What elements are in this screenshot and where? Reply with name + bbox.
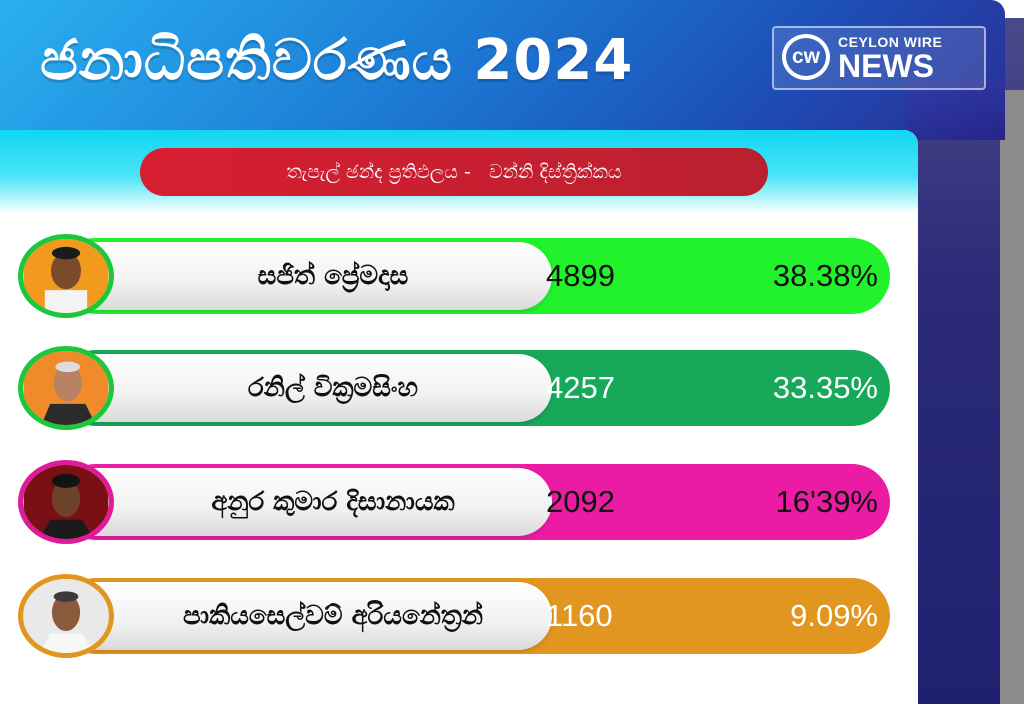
candidate-row: සජිත් ප්‍රේමදාස 4899 38.38% <box>18 234 890 318</box>
candidate-photo-avatar <box>18 234 114 318</box>
vote-count: 2092 <box>546 484 615 519</box>
ceylon-wire-logo: cw CEYLON WIRE NEWS <box>772 26 986 90</box>
candidate-row: අනුර කුමාර දිසානායක 2092 16'39% <box>18 460 890 544</box>
name-pill <box>58 354 552 422</box>
candidate-name: පාකියසෙල්වම් අරියනේත්‍රන් <box>182 601 484 631</box>
candidate-name: සජිත් ප්‍රේමදාස <box>257 261 409 291</box>
vote-percentage: 38.38% <box>772 258 878 293</box>
vote-percentage: 9.09% <box>790 598 878 633</box>
candidate-name: රනිල් වික්‍රමසිංහ <box>248 373 418 403</box>
side-shadow-decoration <box>1000 90 1024 704</box>
subtitle-text: තැපැල් ඡන්ද ප්‍රතිඵලය - වන්නි දිස්ත්‍රික… <box>286 161 622 183</box>
vote-count: 4899 <box>546 258 615 293</box>
header-stripe-decoration <box>905 80 1005 140</box>
name-pill <box>58 242 552 310</box>
name-pill <box>58 468 552 536</box>
candidate-row: පාකියසෙල්වම් අරියනේත්‍රන් 1160 9.09% <box>18 574 890 658</box>
vote-count: 4257 <box>546 370 615 405</box>
name-pill <box>58 582 552 650</box>
candidate-photo-avatar <box>18 346 114 430</box>
candidate-name: අනුර කුමාර දිසානායක <box>211 487 455 517</box>
logo-top-text: CEYLON WIRE <box>838 34 943 50</box>
vote-count: 1160 <box>546 598 613 633</box>
page-title: ජනාධිපතිවරණය 2024 <box>40 28 634 93</box>
vote-percentage: 33.35% <box>772 370 878 405</box>
subtitle-pill: තැපැල් ඡන්ද ප්‍රතිඵලය - වන්නි දිස්ත්‍රික… <box>140 148 768 196</box>
vote-percentage: 16'39% <box>775 484 878 519</box>
header-banner <box>0 0 1005 130</box>
logo-main-text: NEWS <box>838 48 934 84</box>
cw-logo-icon: cw <box>782 34 830 80</box>
candidate-photo-avatar <box>18 574 114 658</box>
candidate-photo-avatar <box>18 460 114 544</box>
candidate-row: රනිල් වික්‍රමසිංහ 4257 33.35% <box>18 346 890 430</box>
